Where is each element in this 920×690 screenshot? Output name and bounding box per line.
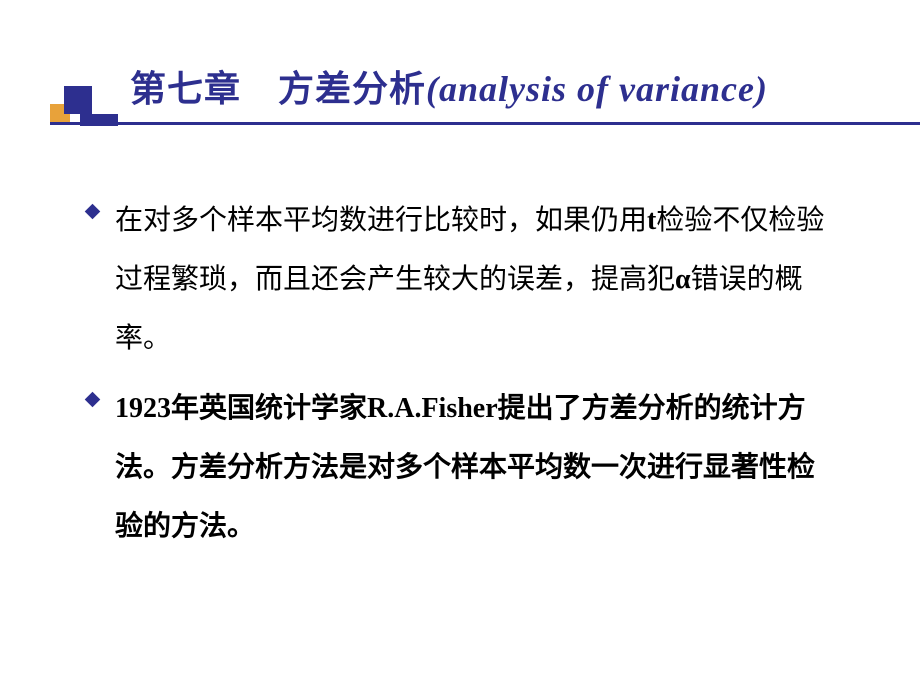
diamond-bullet-icon: [85, 392, 101, 408]
text-segment: 在对多个样本平均数进行比较时，如果仍用: [115, 205, 647, 236]
title-area: 第七章 方差分析(analysis of variance): [70, 60, 850, 122]
text-person-name: R.A.Fisher: [367, 393, 498, 424]
title-english: (analysis of variance): [426, 69, 768, 109]
text-year: 1923: [115, 393, 171, 424]
diamond-bullet-icon: [85, 204, 101, 220]
slide-content: 在对多个样本平均数进行比较时，如果仍用t检验不仅检验过程繁琐，而且还会产生较大的…: [70, 172, 850, 557]
bullet-item: 在对多个样本平均数进行比较时，如果仍用t检验不仅检验过程繁琐，而且还会产生较大的…: [115, 192, 830, 368]
text-segment: 年英国统计学家: [171, 393, 367, 424]
deco-navy-square: [64, 86, 92, 114]
title-chinese: 第七章 方差分析: [130, 69, 426, 109]
slide: 第七章 方差分析(analysis of variance) 在对多个样本平均数…: [0, 0, 920, 690]
text-latin-t: t: [647, 205, 656, 236]
bullet-text-2: 1923年英国统计学家R.A.Fisher提出了方差分析的统计方法。方差分析方法…: [115, 380, 830, 556]
title-underline: [50, 122, 920, 125]
bullet-item: 1923年英国统计学家R.A.Fisher提出了方差分析的统计方法。方差分析方法…: [115, 380, 830, 556]
text-greek-alpha: α: [675, 264, 691, 295]
bullet-text-1: 在对多个样本平均数进行比较时，如果仍用t检验不仅检验过程繁琐，而且还会产生较大的…: [115, 192, 830, 368]
slide-title: 第七章 方差分析(analysis of variance): [70, 60, 850, 122]
